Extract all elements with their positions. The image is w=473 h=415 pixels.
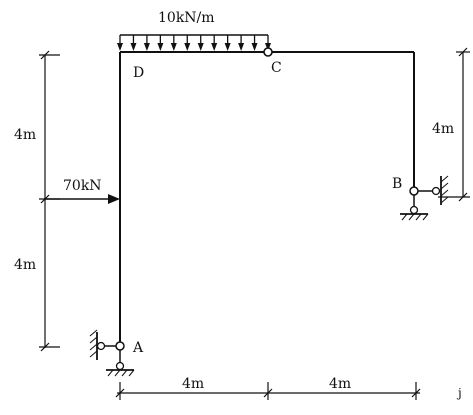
udl-arrow-head [197, 43, 204, 51]
dim-left-upper-label: 4m [14, 127, 36, 143]
udl-arrow-head [184, 43, 191, 51]
distributed-load-label: 10kN/m [158, 10, 215, 26]
distributed-load: 10kN/m [117, 10, 271, 51]
node-c-label: C [271, 60, 282, 76]
dimension-left: 4m 4m [14, 50, 60, 352]
node-a-label: A [132, 340, 144, 356]
support-a [89, 329, 135, 377]
dimension-bottom: 4m 4m [115, 376, 421, 400]
node-b-label: B [392, 176, 402, 192]
point-load: 70kN [44, 178, 120, 204]
udl-arrow-head [238, 43, 245, 51]
udl-arrow-head [251, 43, 258, 51]
udl-arrow-head [265, 43, 271, 51]
hinge-c [263, 47, 273, 57]
udl-arrow-head [170, 43, 177, 51]
node-d-label: D [133, 65, 144, 81]
udl-arrow-head [130, 43, 137, 51]
dim-right-label: 4m [432, 121, 454, 137]
dimension-right: 4m [432, 47, 470, 202]
udl-arrow-head [211, 43, 218, 51]
udl-arrow-head [117, 43, 123, 51]
udl-arrows [117, 35, 271, 51]
dim-bottom-right-label: 4m [329, 376, 351, 392]
dim-left-lower-label: 4m [14, 257, 36, 273]
udl-arrow-head [143, 43, 150, 51]
udl-arrow-head [224, 43, 231, 51]
point-load-label: 70kN [63, 178, 102, 194]
udl-arrow-head [157, 43, 164, 51]
frame-members [119, 51, 415, 346]
dim-bottom-left-label: 4m [182, 376, 204, 392]
corner-mark: j [456, 386, 462, 400]
support-b [400, 175, 449, 221]
